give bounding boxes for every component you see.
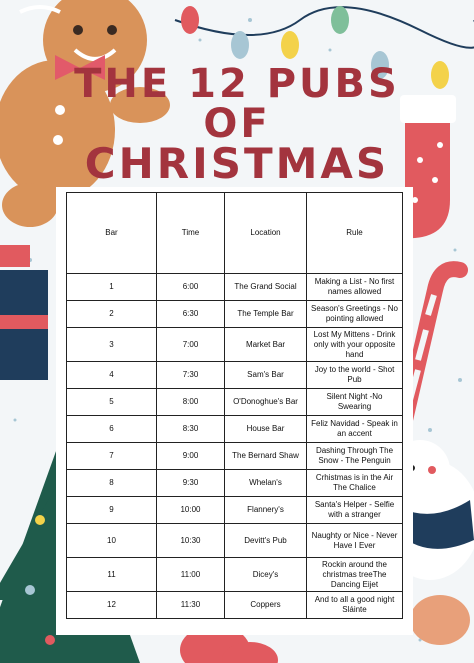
location-cell: Flannery's: [224, 496, 307, 524]
rule-cell: Naughty or Nice - Never Have I Ever: [306, 523, 403, 558]
rule-cell: Making a List - No first names allowed: [306, 273, 403, 301]
table-row: 8 9:30 Whelan's Crhistmas is in the Air …: [66, 469, 403, 497]
table-row: 6 8:30 House Bar Feliz Navidad - Speak i…: [66, 415, 403, 443]
time-cell: 6:30: [156, 300, 225, 328]
time-cell: 8:00: [156, 388, 225, 416]
location-cell: O'Donoghue's Bar: [224, 388, 307, 416]
location-cell: The Grand Social: [224, 273, 307, 301]
gift-box-icon: [0, 245, 48, 380]
page-title-line-2: OF: [203, 101, 271, 147]
table-row: 4 7:30 Sam's Bar Joy to the world - Shot…: [66, 361, 403, 389]
table-header-row: Bar Time Location Rule: [66, 192, 403, 274]
table-row: 10 10:30 Devitt's Pub Naughty or Nice - …: [66, 523, 403, 558]
table-row: 11 11:00 Dicey's Rockin around the chris…: [66, 557, 403, 592]
bar-cell: 1: [66, 273, 157, 301]
rule-cell: Feliz Navidad - Speak in an accent: [306, 415, 403, 443]
rule-cell: Silent Night -No Swearing: [306, 388, 403, 416]
time-cell: 10:30: [156, 523, 225, 558]
location-cell: House Bar: [224, 415, 307, 443]
time-cell: 8:30: [156, 415, 225, 443]
location-cell: Dicey's: [224, 557, 307, 592]
bar-cell: 3: [66, 327, 157, 362]
bar-cell: 10: [66, 523, 157, 558]
location-cell: Whelan's: [224, 469, 307, 497]
bar-cell: 6: [66, 415, 157, 443]
string-lights-icon: [174, 6, 474, 89]
bar-cell: 2: [66, 300, 157, 328]
time-cell: 9:30: [156, 469, 225, 497]
time-cell: 11:30: [156, 591, 225, 619]
location-cell: The Temple Bar: [224, 300, 307, 328]
location-cell: Sam's Bar: [224, 361, 307, 389]
bar-cell: 7: [66, 442, 157, 470]
location-cell: Coppers: [224, 591, 307, 619]
rule-cell: Season's Greetings - No pointing allowed: [306, 300, 403, 328]
table-row: 7 9:00 The Bernard Shaw Dashing Through …: [66, 442, 403, 470]
time-cell: 7:30: [156, 361, 225, 389]
header-rule: Rule: [306, 192, 403, 274]
gingerbread-man-icon: [0, 0, 170, 227]
rule-cell: Rockin around the christmas treeThe Danc…: [306, 557, 403, 592]
bar-cell: 12: [66, 591, 157, 619]
location-cell: Devitt's Pub: [224, 523, 307, 558]
rule-cell: Joy to the world - Shot Pub: [306, 361, 403, 389]
candy-cane-icon: [397, 261, 468, 428]
bar-cell: 5: [66, 388, 157, 416]
bar-cell: 8: [66, 469, 157, 497]
rule-cell: Dashing Through The Snow - The Penguin: [306, 442, 403, 470]
location-cell: Market Bar: [224, 327, 307, 362]
time-cell: 7:00: [156, 327, 225, 362]
header-location: Location: [224, 192, 307, 274]
bar-cell: 4: [66, 361, 157, 389]
table-row: 9 10:00 Flannery's Santa's Helper - Self…: [66, 496, 403, 524]
page-title-line-1: THE 12 PUBS: [74, 61, 400, 107]
bar-cell: 11: [66, 557, 157, 592]
location-cell: The Bernard Shaw: [224, 442, 307, 470]
bar-cell: 9: [66, 496, 157, 524]
rule-cell: Lost My Mittens - Drink only with your o…: [306, 327, 403, 362]
table-row: 5 8:00 O'Donoghue's Bar Silent Night -No…: [66, 388, 403, 416]
header-bar: Bar: [66, 192, 157, 274]
time-cell: 9:00: [156, 442, 225, 470]
pub-schedule-table: Bar Time Location Rule 1 6:00 The Grand …: [66, 192, 403, 619]
time-cell: 11:00: [156, 557, 225, 592]
rule-cell: Crhistmas is in the Air The Chalice: [306, 469, 403, 497]
page-title-line-3: CHRISTMAS: [84, 139, 390, 188]
table-row: 2 6:30 The Temple Bar Season's Greetings…: [66, 300, 403, 328]
time-cell: 10:00: [156, 496, 225, 524]
table-row: 3 7:00 Market Bar Lost My Mittens - Drin…: [66, 327, 403, 362]
time-cell: 6:00: [156, 273, 225, 301]
rule-cell: And to all a good night Sláinte: [306, 591, 403, 619]
rule-cell: Santa's Helper - Selfie with a stranger: [306, 496, 403, 524]
header-time: Time: [156, 192, 225, 274]
table-row: 1 6:00 The Grand Social Making a List - …: [66, 273, 403, 301]
table-row: 12 11:30 Coppers And to all a good night…: [66, 591, 403, 619]
